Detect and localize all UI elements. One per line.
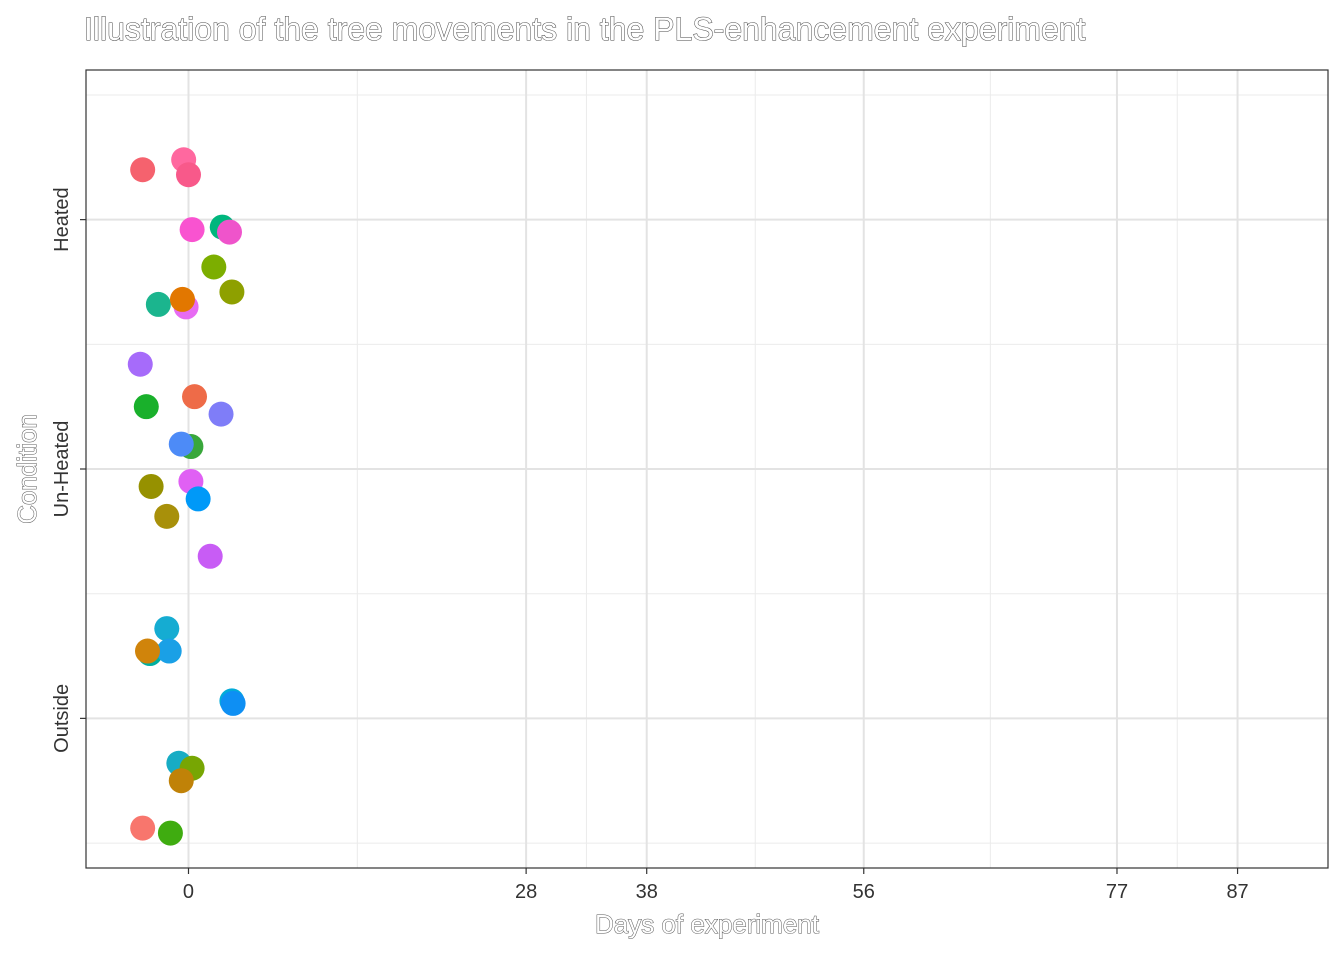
data-point (133, 394, 159, 420)
data-point (130, 157, 156, 183)
data-point (145, 291, 171, 317)
x-tick-label: 0 (183, 881, 194, 903)
x-tick-label: 38 (636, 881, 658, 903)
y-tick-label: Outside (51, 684, 73, 753)
data-point (201, 254, 227, 280)
x-tick-label: 56 (853, 881, 875, 903)
x-tick-label: 28 (515, 881, 537, 903)
data-point (185, 486, 211, 512)
y-tick-label: Un-Heated (51, 421, 73, 518)
data-point (175, 162, 201, 188)
data-point (197, 543, 223, 569)
data-point (182, 384, 208, 410)
data-point (134, 638, 160, 664)
data-point (168, 431, 194, 457)
data-point (154, 503, 180, 529)
data-point (156, 638, 182, 664)
data-point (220, 690, 246, 716)
data-point (168, 768, 194, 794)
data-point (208, 401, 234, 427)
data-point (130, 815, 156, 841)
data-point (127, 351, 153, 377)
x-tick-label: 87 (1226, 881, 1248, 903)
chart-title: Illustration of the tree movements in th… (84, 11, 1086, 47)
y-tick-label: Heated (51, 187, 73, 252)
data-point (219, 279, 245, 305)
x-axis: 0 28 38 56 77 87 (183, 868, 1249, 903)
grid-lines (86, 70, 1328, 868)
data-points (127, 147, 246, 846)
data-point (138, 473, 164, 499)
y-axis: Outside Un-Heated Heated (51, 187, 86, 753)
y-axis-title: Condition (12, 414, 42, 524)
x-axis-title: Days of experiment (595, 909, 820, 939)
data-point (154, 616, 180, 642)
data-point (157, 820, 183, 846)
data-point (179, 217, 205, 243)
data-point (216, 219, 242, 245)
x-tick-label: 77 (1106, 881, 1128, 903)
data-point (169, 286, 195, 312)
